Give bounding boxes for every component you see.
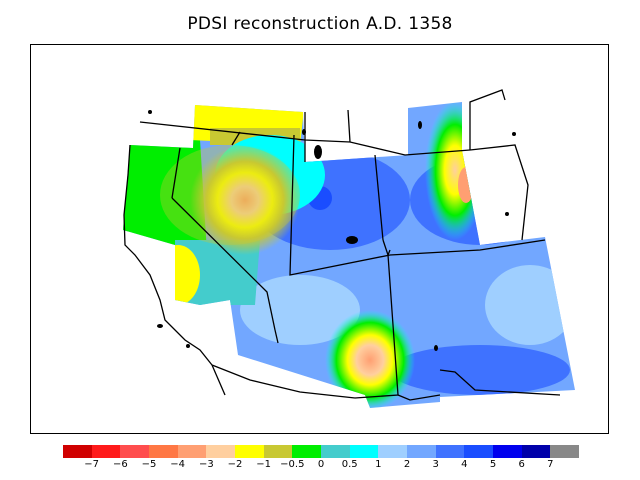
- pdsi-field: [123, 102, 575, 408]
- legend-tick-labels: −7 −6 −5 −4 −3 −2 −1 −0.5 0 0.5 1 2 3 4 5 6 7: [63, 459, 579, 473]
- legend-tick-label: 1: [375, 459, 382, 470]
- legend-tick-label: 7: [547, 459, 554, 470]
- legend-swatch-7: [263, 445, 293, 458]
- legend-swatch-9: [320, 445, 350, 458]
- legend-tick-label: 2: [403, 459, 411, 470]
- legend-tick-label: −2: [227, 459, 243, 470]
- lakes-and-islands: [148, 110, 516, 351]
- state-boundaries: [139, 89, 561, 401]
- legend-swatch-8: [292, 445, 321, 458]
- legend-tick-label: 3: [432, 459, 439, 470]
- legend-swatch-16: [521, 445, 551, 458]
- legend-swatch-14: [464, 445, 493, 458]
- legend-tick-label: 5: [489, 459, 497, 470]
- legend-swatch-15: [492, 445, 522, 458]
- legend-tick-label: −5: [141, 459, 157, 470]
- legend-swatch-0: [63, 445, 92, 458]
- legend-tick-label: −0.5: [280, 459, 305, 470]
- legend-tick-label: 4: [461, 459, 468, 470]
- legend-tick-label: −1: [256, 459, 272, 470]
- coastline: [123, 144, 226, 396]
- legend-tick-label: −6: [112, 459, 128, 470]
- legend-tick-label: −4: [170, 459, 186, 470]
- legend-swatch-17: [550, 445, 579, 458]
- map-title: PDSI reconstruction A.D. 1358: [187, 14, 453, 34]
- legend-swatch-2: [120, 445, 149, 458]
- legend-swatch-3: [148, 445, 178, 458]
- legend-swatch-1: [91, 445, 121, 458]
- legend-tick-label: −7: [84, 459, 100, 470]
- legend-swatch-12: [406, 445, 436, 458]
- legend-swatch-11: [378, 445, 407, 458]
- legend-tick-label: 0.5: [341, 459, 358, 470]
- legend-tick-label: 0: [317, 459, 325, 470]
- legend-swatch-13: [435, 445, 465, 458]
- map-frame: [30, 44, 609, 434]
- legend-tick-label: 6: [518, 459, 525, 470]
- legend-tick-label: −3: [198, 459, 214, 470]
- legend-swatch-5: [206, 445, 235, 458]
- color-legend: [63, 445, 579, 458]
- legend-swatch-10: [349, 445, 379, 458]
- legend-swatch-6: [234, 445, 264, 458]
- legend-swatch-4: [177, 445, 207, 458]
